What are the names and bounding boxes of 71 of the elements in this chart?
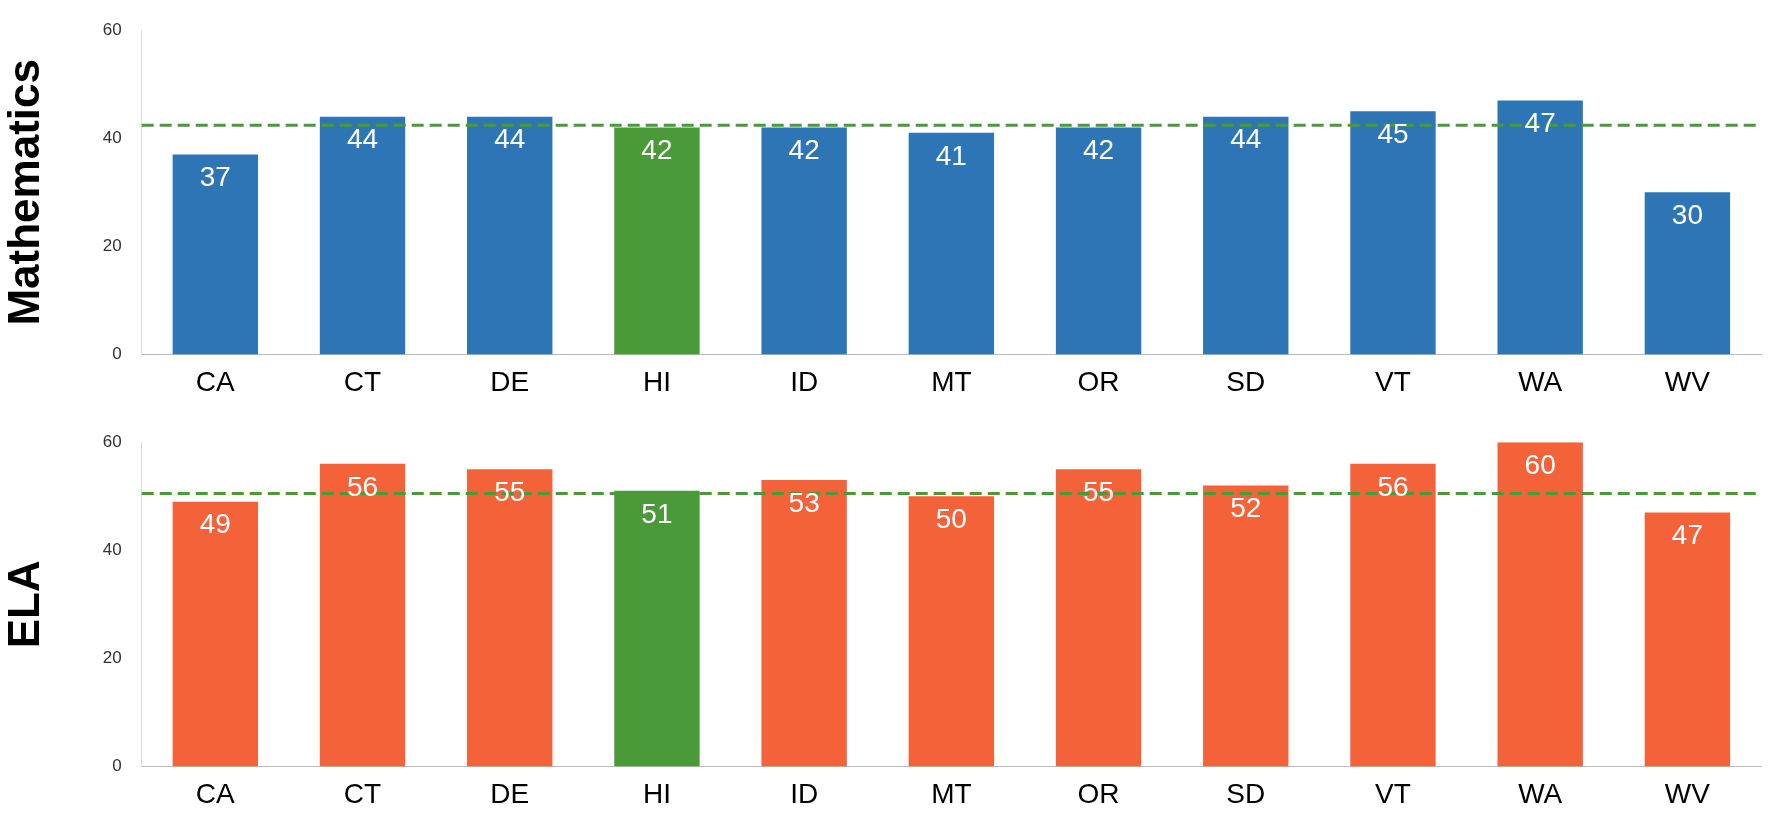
- y-tick-label: 60: [102, 19, 122, 39]
- data-label: 42: [788, 134, 820, 166]
- bar: [1644, 192, 1731, 355]
- x-tick-label: MT: [931, 777, 972, 809]
- y-axis-title: Mathematics: [0, 59, 48, 326]
- bar: [761, 127, 847, 355]
- data-label: 50: [935, 502, 967, 534]
- y-tick-label: 40: [102, 127, 122, 147]
- y-tick-label: 60: [102, 431, 122, 451]
- data-label: 60: [1524, 448, 1556, 480]
- data-label: 56: [346, 470, 379, 502]
- bar: [1203, 116, 1289, 355]
- bar: [1350, 111, 1436, 355]
- bar: [1055, 469, 1142, 767]
- x-tick-label: WA: [1518, 365, 1563, 397]
- bar: [1644, 512, 1731, 767]
- data-label: 47: [1671, 519, 1703, 551]
- y-tick-label: 20: [102, 648, 122, 668]
- y-axis-title: ELA: [0, 560, 48, 649]
- data-label: 44: [1230, 123, 1262, 155]
- x-tick-label: DE: [490, 777, 530, 809]
- data-label: 42: [1082, 134, 1115, 166]
- y-tick-label: 20: [102, 236, 122, 256]
- x-tick-label: CA: [195, 365, 236, 397]
- x-tick-label: OR: [1077, 777, 1120, 809]
- x-tick-label: MT: [931, 365, 972, 397]
- data-label: 42: [641, 134, 673, 166]
- data-label: 49: [199, 508, 231, 540]
- x-tick-label: HI: [642, 365, 671, 397]
- x-tick-label: OR: [1077, 365, 1120, 397]
- x-tick-label: ID: [790, 777, 819, 809]
- data-label: 41: [935, 139, 967, 171]
- bar: [1055, 127, 1142, 355]
- bar: [172, 154, 258, 355]
- x-tick-label: ID: [790, 365, 819, 397]
- x-tick-label: SD: [1226, 777, 1266, 809]
- bar: [908, 132, 995, 355]
- x-tick-label: CA: [195, 777, 236, 809]
- x-tick-label: DE: [490, 365, 530, 397]
- bar: [1497, 100, 1583, 355]
- data-label: 51: [641, 497, 673, 529]
- bar: [467, 116, 553, 355]
- data-label: 30: [1671, 199, 1703, 231]
- y-tick-label: 0: [112, 756, 122, 776]
- x-tick-label: SD: [1226, 365, 1266, 397]
- bar: [467, 469, 553, 767]
- x-tick-label: WA: [1518, 777, 1563, 809]
- y-tick-label: 0: [112, 344, 122, 364]
- bar: [1350, 463, 1436, 767]
- bar: [761, 480, 847, 767]
- data-label: 52: [1230, 492, 1262, 524]
- bar: [319, 463, 406, 767]
- data-label: 53: [788, 486, 820, 518]
- x-tick-label: WV: [1664, 365, 1711, 397]
- x-tick-label: VT: [1375, 365, 1411, 397]
- data-label: 45: [1377, 117, 1409, 149]
- bar: [1497, 442, 1583, 767]
- y-tick-label: 40: [102, 539, 122, 559]
- data-label: 44: [494, 123, 526, 155]
- x-tick-label: CT: [343, 777, 382, 809]
- bar: [1203, 485, 1289, 767]
- data-label: 55: [494, 475, 526, 507]
- bar: [172, 501, 258, 767]
- data-label: 37: [199, 161, 231, 193]
- data-label: 44: [346, 123, 379, 155]
- x-tick-label: HI: [642, 777, 671, 809]
- x-tick-label: CT: [343, 365, 382, 397]
- bar: [908, 496, 995, 767]
- x-tick-label: VT: [1375, 777, 1411, 809]
- bar: [319, 116, 406, 355]
- x-tick-label: WV: [1664, 777, 1711, 809]
